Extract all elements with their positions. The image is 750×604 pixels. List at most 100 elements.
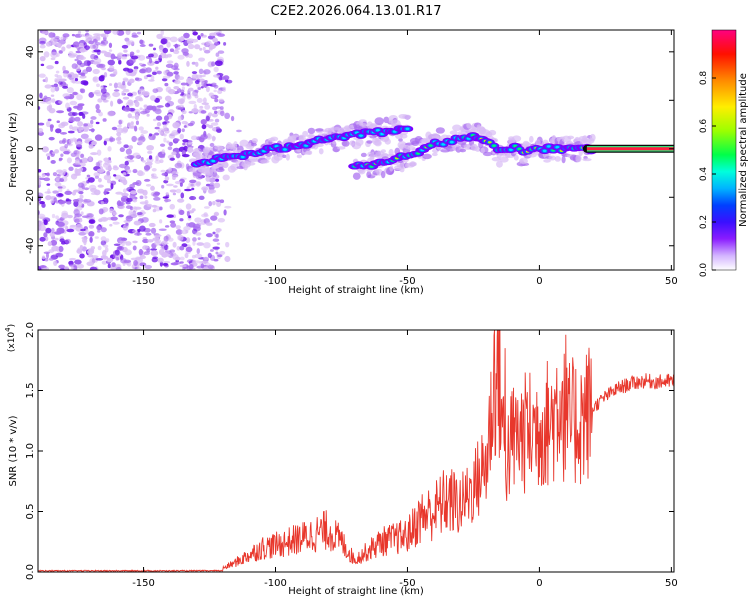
noise-point [45, 252, 49, 259]
noise-point [183, 125, 187, 128]
noise-point [155, 155, 159, 162]
noise-point [58, 100, 64, 104]
noise-point [96, 225, 101, 231]
noise-point [137, 140, 144, 145]
noise-point [168, 141, 173, 147]
noise-point [125, 201, 131, 205]
trace-halo [578, 135, 588, 141]
noise-point [91, 140, 98, 146]
noise-point [56, 227, 65, 234]
noise-point [54, 60, 59, 65]
noise-point [46, 183, 51, 186]
noise-point [152, 118, 157, 122]
noise-point [200, 118, 207, 125]
noise-point [123, 259, 132, 264]
trace-halo [336, 146, 346, 150]
noise-point [79, 88, 84, 93]
trace-blob-core [555, 146, 560, 149]
trace-halo [355, 138, 364, 147]
noise-point [170, 222, 177, 228]
noise-point [66, 228, 75, 233]
noise-point [130, 115, 136, 119]
noise-point [152, 88, 159, 94]
trace-blob-core [428, 144, 433, 147]
y-tick-label: -20 [25, 189, 36, 205]
noise-point [212, 37, 218, 43]
noise-point [150, 95, 156, 101]
noise-point [87, 253, 94, 258]
trace-halo [402, 114, 412, 120]
noise-point [164, 176, 170, 181]
trace-halo [389, 165, 394, 172]
noise-point [216, 200, 222, 208]
noise-point [153, 234, 162, 238]
trace-halo [285, 153, 290, 161]
noise-point [230, 115, 235, 122]
noise-point [116, 245, 124, 251]
noise-point [68, 54, 77, 58]
noise-point [109, 65, 115, 71]
noise-point [55, 177, 60, 182]
noise-point [50, 51, 58, 59]
noise-point [46, 172, 50, 177]
noise-point [63, 72, 68, 78]
noise-point [55, 70, 60, 74]
noise-point [96, 36, 101, 41]
noise-point [167, 146, 173, 151]
noise-point [111, 262, 116, 268]
noise-point [138, 91, 143, 96]
noise-point [183, 32, 190, 39]
noise-point [62, 85, 69, 89]
noise-point [54, 35, 60, 40]
noise-point [210, 215, 218, 221]
noise-point [85, 30, 90, 33]
trace-blob-core [211, 159, 216, 163]
noise-point [211, 135, 216, 142]
noise-point [191, 108, 199, 113]
noise-point [38, 192, 44, 198]
noise-point [215, 251, 219, 255]
noise-point [50, 239, 58, 246]
noise-point [90, 119, 94, 125]
noise-point [156, 70, 162, 75]
noise-point [58, 264, 66, 269]
colorbar-tick-label: 0.0 [699, 263, 709, 278]
noise-point [195, 61, 199, 67]
noise-point [77, 30, 82, 35]
noise-point [111, 126, 118, 131]
x-tick-label: -100 [264, 276, 287, 287]
noise-point [49, 124, 54, 129]
noise-point [98, 63, 106, 68]
colorbar: 0.0 0.2 0.4 0.6 0.8 Normalized spectral ampl… [699, 29, 749, 278]
trace-halo [575, 154, 582, 163]
colorbar-tick-label: 0.8 [699, 71, 709, 86]
noise-point [103, 189, 107, 196]
trace-halo [230, 163, 239, 171]
noise-point [213, 42, 220, 46]
noise-point [144, 264, 153, 269]
noise-point [196, 265, 204, 269]
noise-point [223, 42, 227, 46]
noise-point [222, 174, 230, 181]
trace-halo [485, 131, 493, 138]
noise-point [148, 133, 153, 137]
noise-point [84, 228, 89, 235]
noise-point [164, 102, 171, 108]
trace-blob-core [376, 129, 380, 132]
noise-point [132, 198, 138, 203]
noise-point [213, 182, 221, 189]
trace-blob-core [487, 141, 492, 144]
trace-halo [414, 135, 423, 144]
noise-point [55, 252, 64, 258]
noise-point [100, 50, 107, 54]
noise-point [207, 252, 212, 259]
noise-point [79, 33, 85, 37]
noise-point [110, 183, 114, 190]
trace-halo [459, 148, 467, 153]
y-tick-label: 0.5 [25, 504, 36, 520]
noise-point [100, 85, 104, 90]
noise-point [211, 113, 218, 118]
noise-point [203, 212, 208, 217]
noise-point [44, 76, 49, 83]
y-tick-label: 20 [25, 94, 36, 107]
